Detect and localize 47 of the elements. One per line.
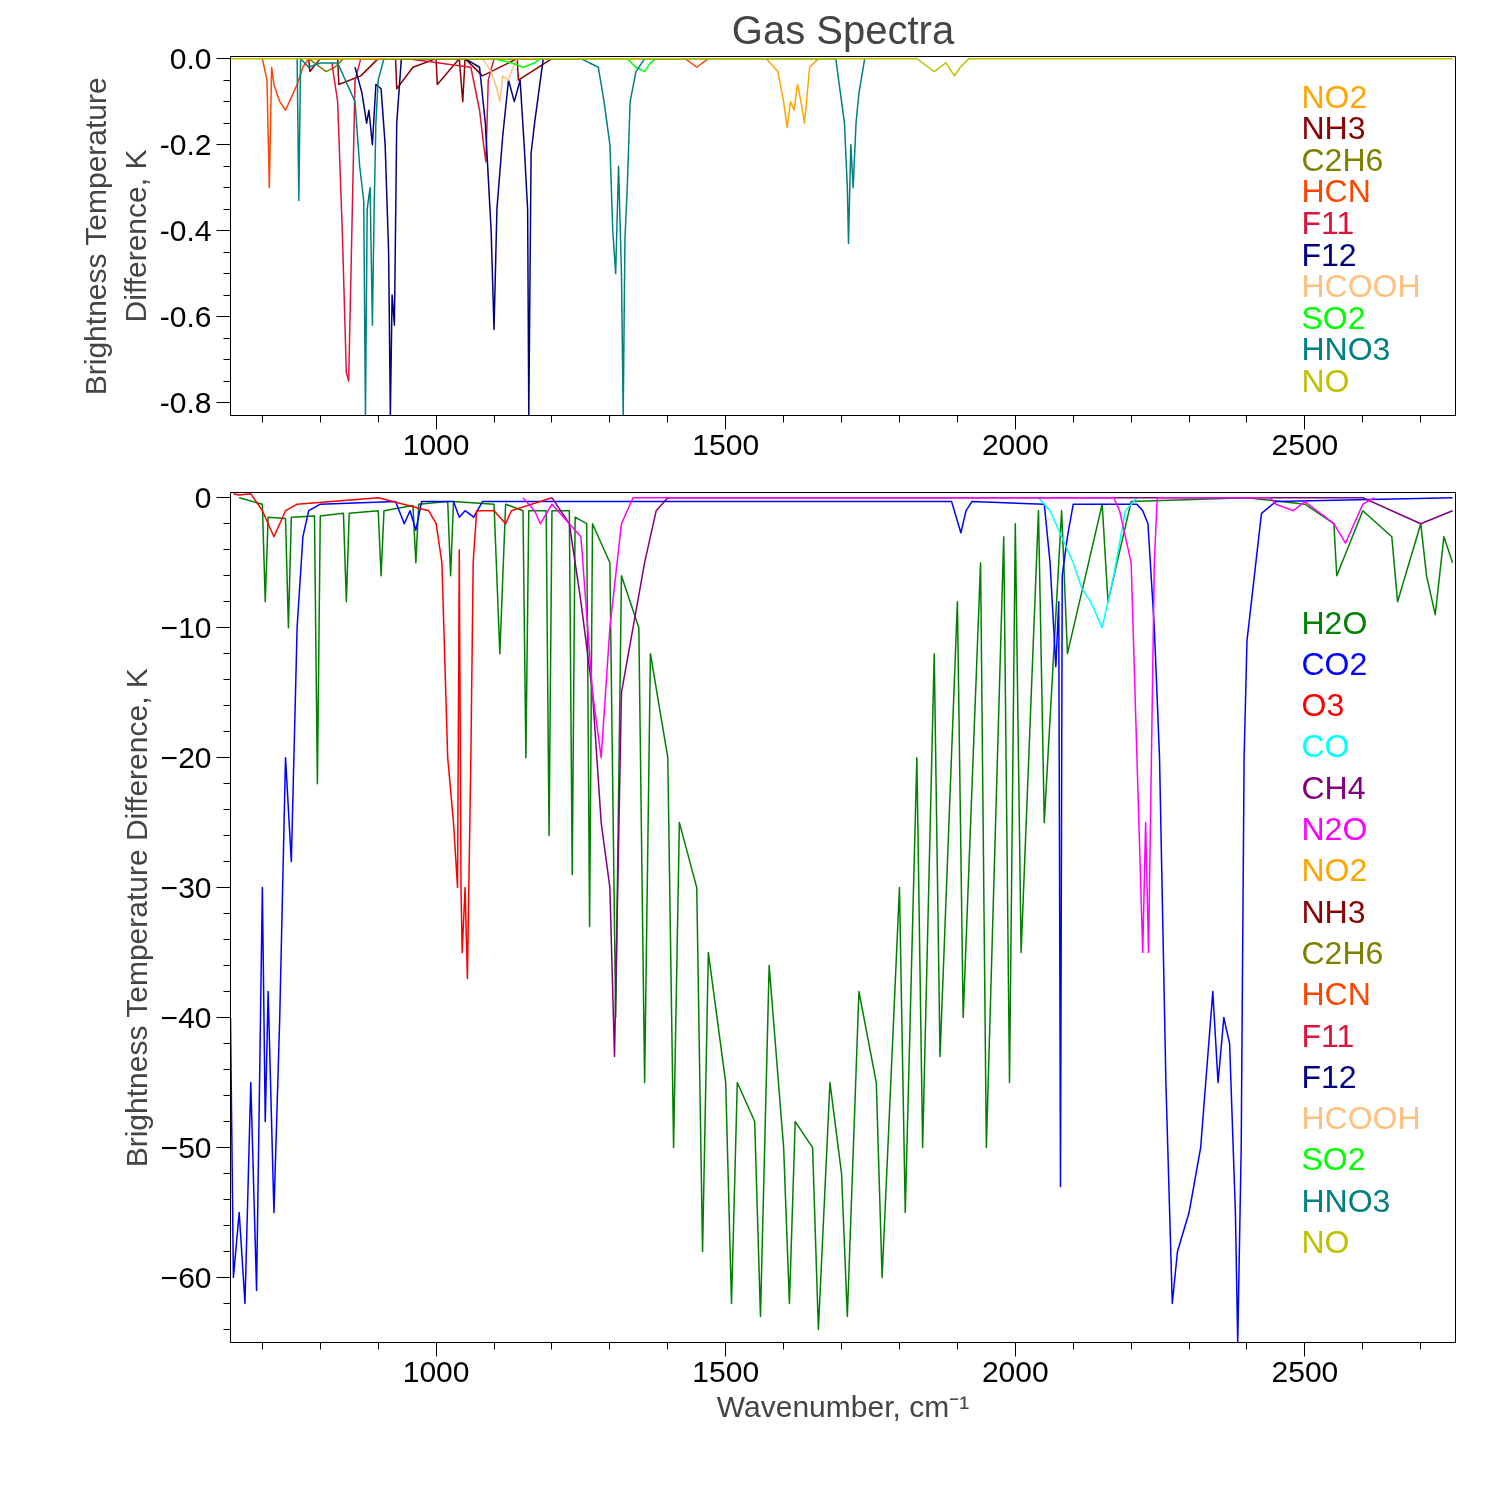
legend-label: NO bbox=[1301, 1224, 1350, 1260]
y-axis-title: Brightness Temperature Difference, K bbox=[119, 668, 153, 1168]
x-tick-label: 1500 bbox=[692, 1354, 760, 1388]
x-tick-label: 1000 bbox=[402, 1354, 470, 1388]
line-series bbox=[481, 57, 518, 103]
text: O3 bbox=[1301, 687, 1345, 724]
y-tick-label: −40 bbox=[160, 1000, 212, 1034]
line-series bbox=[1037, 496, 1138, 629]
y-tick-label: −60 bbox=[160, 1260, 212, 1294]
y-tick-label: -0.2 bbox=[159, 127, 212, 161]
x-tick-label: 2500 bbox=[1271, 427, 1339, 461]
x-tick-label: 1500 bbox=[692, 427, 760, 461]
legend-label: NO2 bbox=[1301, 852, 1368, 889]
legend-label: SO2 bbox=[1301, 1141, 1366, 1178]
y-axis-title: Brightness Temperature Difference, K bbox=[79, 77, 152, 396]
text: CO bbox=[1301, 728, 1350, 765]
text: N2O bbox=[1301, 811, 1368, 847]
legend-label: NH3 bbox=[1301, 893, 1366, 930]
y-tick-label: −20 bbox=[160, 740, 212, 774]
x-axis-title: Wavenumber, cm⁻¹ bbox=[716, 1389, 970, 1423]
text: CH4 bbox=[1301, 769, 1366, 806]
line-series bbox=[230, 57, 1454, 77]
y-tick-label: −10 bbox=[160, 610, 212, 644]
legend-label: HNO3 bbox=[1301, 1182, 1391, 1219]
series-label: CO2 bbox=[1301, 645, 1368, 682]
y-tick-label: -0.8 bbox=[159, 385, 212, 419]
y-tick-label: -0.4 bbox=[159, 213, 212, 247]
chart-title: Gas Spectra bbox=[731, 7, 955, 52]
legend-label: HCOOH bbox=[1301, 1100, 1421, 1137]
y-tick-label: 0 bbox=[194, 480, 212, 514]
line-series bbox=[232, 493, 553, 980]
legend-label: F12 bbox=[1301, 1058, 1357, 1095]
x-tick-label: 2000 bbox=[981, 1354, 1049, 1388]
legend-label: F11 bbox=[1301, 1017, 1355, 1054]
y-tick-label: −30 bbox=[160, 870, 212, 904]
x-tick-label: 2000 bbox=[981, 427, 1049, 461]
x-tick-label: 1000 bbox=[402, 427, 470, 461]
legend-label: HCN bbox=[1301, 976, 1371, 1013]
y-tick-label: −50 bbox=[160, 1130, 212, 1164]
line-series bbox=[307, 57, 345, 73]
line-series bbox=[765, 57, 820, 129]
line-series bbox=[307, 57, 553, 103]
series-label: H2O bbox=[1301, 604, 1368, 641]
y-tick-label: 0.0 bbox=[169, 41, 212, 75]
x-tick-label: 2500 bbox=[1271, 1354, 1339, 1388]
y-tick-label: -0.6 bbox=[159, 299, 212, 333]
legend-label: C2H6 bbox=[1301, 934, 1384, 971]
